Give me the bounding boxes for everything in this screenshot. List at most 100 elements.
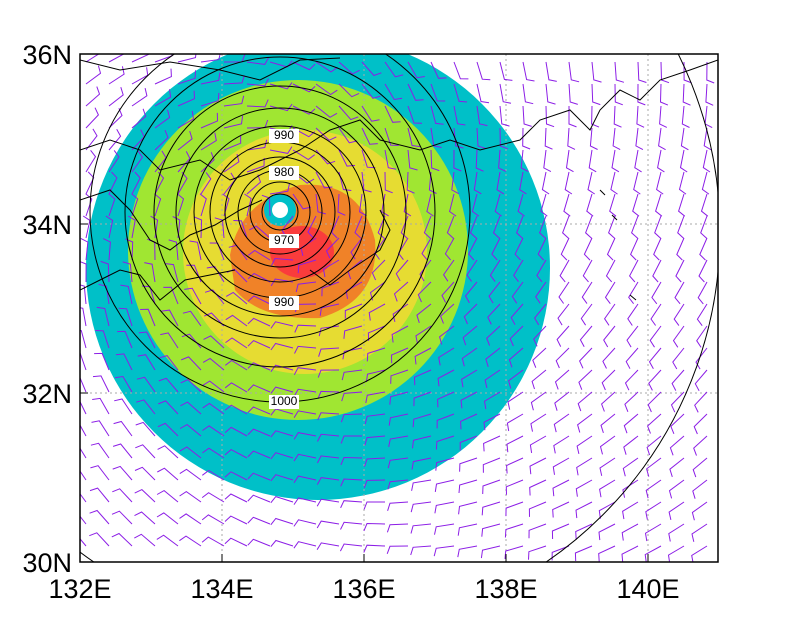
barb [135, 444, 156, 459]
barb [316, 542, 340, 550]
barb [120, 284, 133, 305]
barb [407, 127, 421, 148]
barb [610, 171, 618, 195]
barb [342, 347, 363, 360]
barb [138, 331, 156, 349]
barb [384, 105, 401, 123]
barb [575, 501, 593, 519]
barb [693, 413, 708, 435]
barb [122, 261, 133, 283]
barb [111, 510, 133, 525]
barb [318, 347, 340, 357]
contour-label: 970 [274, 233, 294, 247]
barb [181, 356, 202, 371]
barb [659, 105, 668, 128]
barb [576, 435, 593, 455]
barb [364, 413, 386, 425]
barb [622, 457, 639, 477]
barb [154, 68, 172, 85]
barb [134, 466, 156, 481]
barb [384, 149, 397, 170]
barb [651, 281, 662, 305]
barb [434, 479, 455, 492]
barb [671, 369, 685, 391]
barb [177, 70, 196, 85]
barb [247, 272, 271, 283]
barb [386, 523, 409, 533]
barb [108, 150, 120, 173]
barb [92, 397, 110, 415]
barb [179, 513, 202, 525]
barb [655, 193, 663, 217]
barb [361, 127, 378, 145]
barb [633, 171, 641, 195]
barb [568, 83, 578, 105]
barb [363, 522, 386, 532]
barb [680, 127, 689, 151]
contour-label-box [269, 296, 299, 310]
barb [270, 364, 294, 372]
barb [157, 445, 179, 459]
barb [293, 432, 317, 440]
barb [200, 132, 217, 151]
barb [85, 128, 98, 151]
barb [292, 105, 316, 115]
contour-label-box [269, 166, 299, 180]
barb [598, 523, 616, 541]
barb [177, 130, 193, 151]
barb [177, 171, 188, 195]
barb [112, 443, 133, 459]
barb [533, 303, 547, 326]
barb [702, 149, 711, 173]
lat-label: 36N [22, 40, 72, 70]
barb [604, 281, 616, 304]
barb [189, 240, 202, 261]
barb [90, 442, 110, 459]
barb [481, 523, 501, 537]
barb [361, 149, 376, 169]
barb [293, 388, 317, 397]
barb [359, 193, 367, 217]
barb [585, 215, 593, 239]
barb [292, 149, 315, 161]
barb [669, 435, 685, 456]
barb [317, 369, 340, 378]
barb [453, 83, 468, 103]
barb [696, 325, 708, 348]
barb [247, 428, 271, 437]
barb [437, 391, 455, 408]
barb [483, 413, 501, 431]
barb [705, 83, 714, 106]
barb [673, 303, 685, 326]
barb [407, 83, 424, 101]
barb [96, 306, 110, 327]
coast-north [80, 57, 341, 81]
barb [114, 398, 133, 415]
barb [482, 457, 501, 473]
barb [168, 239, 179, 261]
barb [464, 281, 478, 304]
barb [574, 545, 593, 562]
barb [507, 391, 524, 410]
barb [628, 281, 639, 305]
barb [247, 340, 271, 349]
barb [476, 61, 491, 81]
barb [598, 501, 616, 519]
barb [140, 308, 156, 327]
barb [457, 545, 478, 558]
barb [544, 127, 553, 150]
barb [505, 479, 524, 495]
barb [463, 303, 478, 325]
barb [621, 545, 639, 562]
barb [112, 465, 133, 481]
barb [156, 512, 179, 525]
barb [407, 149, 418, 171]
barb [438, 347, 455, 366]
barb [528, 501, 547, 517]
barb [626, 325, 639, 348]
barb [553, 413, 570, 433]
barb [390, 347, 409, 364]
lat-label: 30N [22, 548, 72, 578]
barb [144, 262, 156, 283]
